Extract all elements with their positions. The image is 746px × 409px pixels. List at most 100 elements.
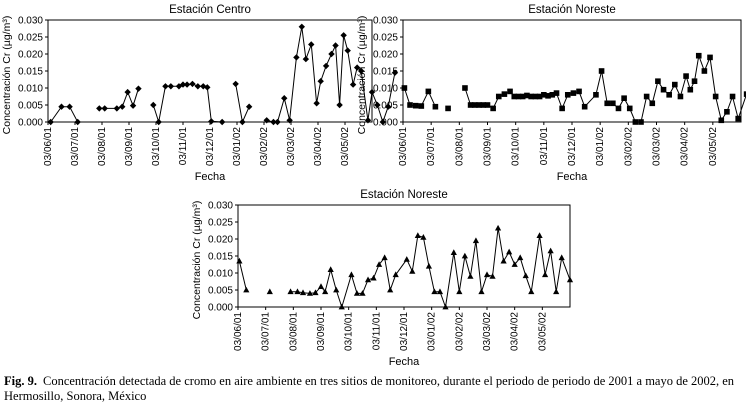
data-point-triangle: [306, 290, 314, 296]
data-point-diamond: [281, 95, 288, 102]
data-point-diamond: [298, 23, 305, 30]
data-point-diamond: [245, 103, 253, 110]
data-point-diamond: [379, 118, 386, 126]
data-point-square: [735, 115, 741, 122]
data-point-square: [401, 85, 408, 91]
data-point-square: [621, 95, 627, 101]
data-point-triangle: [542, 271, 549, 278]
y-tick-label: 0.015: [373, 67, 398, 78]
data-point-triangle: [387, 286, 394, 293]
x-tick-label: 03/01/02: [232, 127, 243, 166]
data-point-square: [549, 92, 556, 98]
y-axis-label: Concentración Cr (µg/m³): [356, 16, 368, 135]
data-point-diamond: [308, 41, 315, 48]
x-tick-label: 03/11/01: [371, 312, 382, 351]
x-tick-label: 03/04/02: [680, 127, 691, 166]
x-tick-label: 03/01/02: [427, 312, 438, 351]
data-point-square: [695, 52, 702, 59]
x-tick-label: 03/05/02: [537, 312, 548, 351]
data-point-square: [610, 100, 616, 107]
data-point-square: [559, 105, 565, 112]
data-point-square: [425, 88, 432, 95]
y-tick-label: 0.010: [373, 84, 398, 95]
figure-caption: Fig. 9. Concentración detectada de cromo …: [4, 374, 742, 404]
data-point-diamond: [96, 105, 103, 112]
y-tick-label: 0.005: [18, 101, 43, 112]
chart-title: Estación Noreste: [360, 189, 448, 201]
data-point-diamond: [364, 117, 372, 124]
data-point-diamond: [167, 83, 175, 90]
data-point-triangle: [333, 286, 340, 293]
data-point-square: [541, 92, 547, 98]
data-point-square: [484, 102, 491, 108]
data-point-triangle: [322, 288, 329, 295]
data-point-square: [718, 117, 725, 124]
data-point-triangle: [327, 266, 334, 272]
data-point-triangle: [536, 232, 543, 238]
x-tick-label: 03/10/01: [344, 312, 355, 351]
data-point-square: [666, 92, 672, 98]
x-tick-label: 03/02/02: [259, 127, 270, 166]
data-point-diamond: [113, 105, 121, 112]
series-line: [238, 228, 571, 309]
y-tick-label: 0.000: [208, 303, 233, 314]
data-point-diamond: [385, 103, 392, 110]
data-point-square: [532, 93, 539, 100]
x-tick-label: 03/08/01: [454, 127, 465, 166]
data-point-square: [743, 91, 746, 97]
data-point-square: [511, 93, 518, 100]
data-point-triangle: [528, 288, 535, 295]
x-axis-label: Fecha: [195, 171, 226, 183]
x-tick-label: 03/03/02: [482, 312, 493, 351]
data-point-diamond: [368, 88, 376, 96]
x-tick-label: 03/12/01: [399, 312, 410, 351]
x-tick-label: 03/02/02: [454, 312, 465, 351]
data-point-triangle: [317, 283, 325, 289]
x-axis-label: Fecha: [557, 171, 588, 183]
x-tick-label: 03/10/01: [511, 127, 522, 166]
data-point-diamond: [129, 102, 137, 109]
y-tick-label: 0.030: [18, 16, 43, 27]
x-axis-label: Fecha: [389, 356, 420, 368]
data-point-square: [445, 105, 451, 112]
data-point-square: [701, 68, 708, 74]
data-point-triangle: [511, 261, 518, 267]
data-point-square: [545, 93, 551, 99]
y-tick-label: 0.025: [208, 218, 233, 229]
x-tick-label: 03/09/01: [124, 127, 135, 166]
y-tick-label: 0.025: [373, 33, 398, 44]
data-point-triangle: [431, 288, 438, 295]
data-point-triangle: [414, 232, 421, 238]
y-tick-label: 0.025: [18, 33, 43, 44]
data-point-diamond: [353, 64, 361, 71]
data-point-square: [467, 102, 474, 108]
data-point-diamond: [358, 67, 365, 75]
data-point-triangle: [558, 254, 565, 261]
data-point-diamond: [208, 118, 215, 125]
data-point-triangle: [381, 254, 388, 261]
data-point-square: [536, 93, 543, 100]
data-point-triangle: [294, 288, 301, 295]
x-tick-label: 03/01/02: [595, 127, 606, 166]
data-point-diamond: [189, 80, 196, 88]
data-point-square: [576, 88, 582, 95]
x-tick-label: 03/12/01: [567, 127, 578, 166]
data-point-square: [632, 119, 639, 125]
data-point-square: [683, 73, 689, 79]
data-point-diamond: [218, 118, 226, 126]
data-point-diamond: [66, 103, 73, 110]
data-point-triangle: [348, 271, 355, 278]
y-tick-label: 0.005: [208, 286, 233, 297]
y-tick-label: 0.020: [208, 235, 233, 246]
data-point-triangle: [522, 272, 529, 279]
data-point-diamond: [101, 105, 108, 112]
data-point-square: [480, 102, 487, 108]
data-point-square: [677, 93, 684, 100]
data-point-triangle: [553, 288, 560, 295]
data-point-square: [528, 93, 534, 100]
plot-frame: [402, 19, 742, 123]
x-tick-label: 03/04/02: [313, 127, 324, 166]
data-point-triangle: [442, 303, 449, 310]
data-point-diamond: [119, 103, 126, 110]
y-tick-label: 0.030: [373, 16, 398, 27]
